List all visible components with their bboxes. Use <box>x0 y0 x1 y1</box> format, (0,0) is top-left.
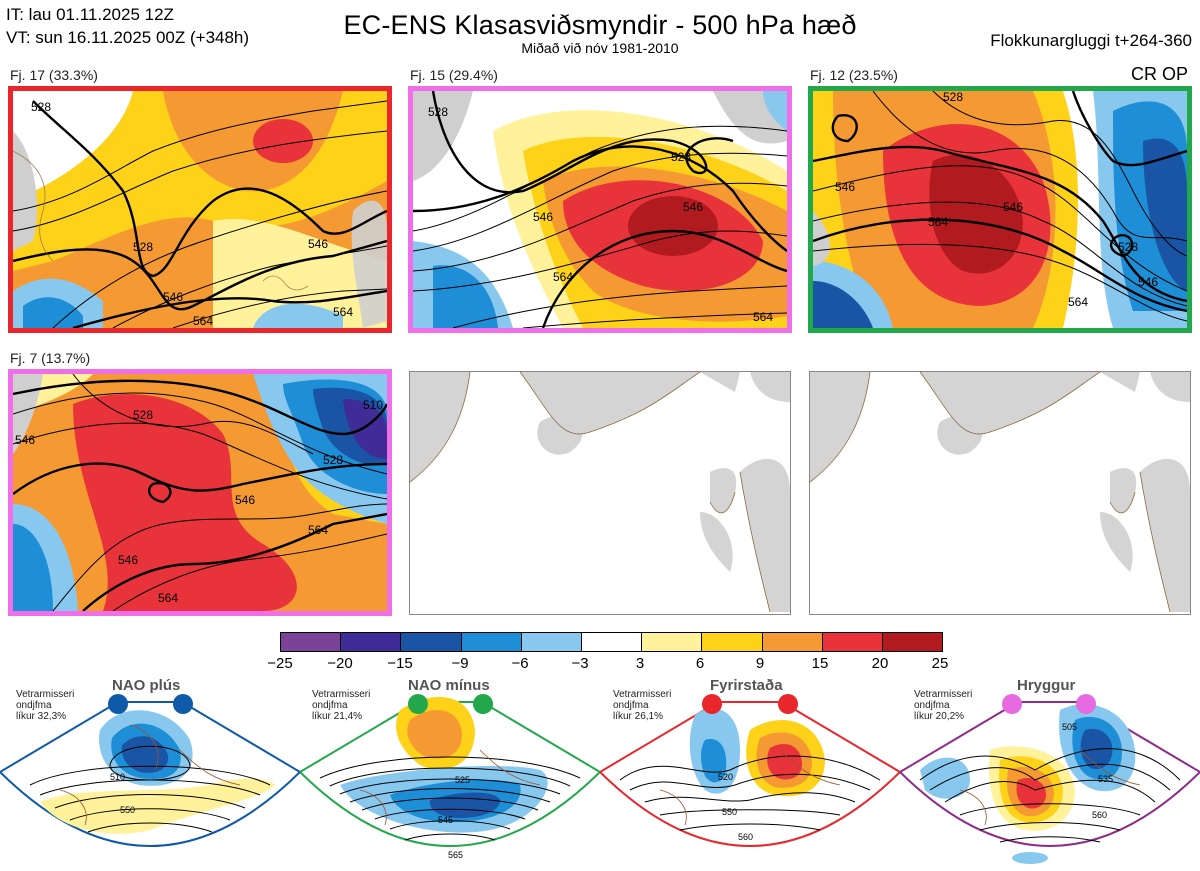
regime-contour: 535 <box>1098 774 1113 784</box>
contour-label: 546 <box>1138 275 1158 289</box>
regime-contour: 565 <box>448 850 463 860</box>
regime-contour: 550 <box>722 807 737 817</box>
colorbar-tick: 20 <box>871 655 889 672</box>
regime-contour: 550 <box>120 805 135 815</box>
regime-name-2: NAO mínus <box>408 677 490 694</box>
contour-label: 564 <box>553 270 573 284</box>
regime-note-1: Vetrarmisseri ondjfma líkur 32,3% <box>16 689 75 722</box>
colorbar-swatch <box>341 633 402 651</box>
regime-name-1: NAO plús <box>112 677 181 694</box>
regime-name-3: Fyrirstaða <box>710 677 783 694</box>
regime-marker <box>1002 694 1022 714</box>
contour-label: 546 <box>683 200 703 214</box>
cluster-map-2: 528 528 546 546 564 564 <box>408 86 792 333</box>
regime-marker <box>408 694 428 714</box>
colorbar-tick: 15 <box>811 655 829 672</box>
classification-window: Flokkunargluggi t+264-360 <box>990 31 1192 50</box>
contour-label: 546 <box>308 237 328 251</box>
colorbar-swatch <box>401 633 462 651</box>
regime-note-3: Vetrarmisseri ondjfma líkur 26,1% <box>613 689 672 722</box>
colorbar-tick: 25 <box>931 655 949 672</box>
regime-marker <box>1076 694 1096 714</box>
regime-contour: 520 <box>718 772 733 782</box>
contour-label: 528 <box>31 100 51 114</box>
contour-label: 564 <box>308 523 328 537</box>
contour-label: 528 <box>133 408 153 422</box>
valid-time: VT: sun 16.11.2025 00Z (+348h) <box>6 28 250 47</box>
contour-label: 564 <box>1068 295 1088 309</box>
panel-label-4: Fj. 7 (13.7%) <box>10 350 91 366</box>
regime-map-2: 525 545 565 <box>300 694 600 860</box>
contour-label: 528 <box>1118 240 1138 254</box>
page-title: EC-ENS Klasasviðsmyndir - 500 hPa hæð <box>343 10 857 40</box>
colorbar-tick: −15 <box>387 655 413 672</box>
empty-map-6 <box>809 371 1191 615</box>
colorbar-tick: −6 <box>511 655 529 672</box>
contour-label: 564 <box>753 310 773 324</box>
colorbar-tick: −3 <box>571 655 589 672</box>
contour-label: 564 <box>333 305 353 319</box>
cluster-map-4: 546 528 510 528 546 546 564 564 <box>8 369 392 616</box>
colorbar <box>280 632 943 652</box>
panel-label-3: Fj. 12 (23.5%) <box>810 67 898 83</box>
colorbar-swatch <box>281 633 342 651</box>
colorbar-swatch <box>581 633 643 651</box>
colorbar-tick: 6 <box>695 655 705 672</box>
contour-label: 528 <box>671 150 691 164</box>
contour-label: 546 <box>835 180 855 194</box>
contour-label: 546 <box>533 210 553 224</box>
regime-map-4: 505 535 560 <box>900 694 1200 864</box>
regime-marker <box>108 694 128 714</box>
colorbar-tick: −20 <box>327 655 353 672</box>
colorbar-swatch <box>822 633 883 651</box>
contour-label: 546 <box>235 493 255 507</box>
panel-label-2: Fj. 15 (29.4%) <box>410 67 498 83</box>
contour-label: 564 <box>158 591 178 605</box>
regime-marker <box>173 694 193 714</box>
colorbar-swatch <box>521 633 582 651</box>
empty-map-5 <box>409 371 791 615</box>
regime-map-1: 510 550 <box>0 694 300 847</box>
regime-marker <box>778 694 798 714</box>
regime-contour: 510 <box>110 772 125 782</box>
regime-contour: 560 <box>738 832 753 842</box>
regime-contour: 545 <box>438 815 453 825</box>
init-time: IT: lau 01.11.2025 12Z <box>6 5 174 24</box>
contour-label: 564 <box>928 215 948 229</box>
regime-name-4: Hryggur <box>1017 677 1076 694</box>
contour-label: 528 <box>323 453 343 467</box>
colorbar-swatch <box>762 633 823 651</box>
regime-note-2: Vetrarmisseri ondjfma líkur 21,4% <box>312 689 371 722</box>
regime-note-4: Vetrarmisseri ondjfma líkur 20,2% <box>914 689 973 722</box>
contour-label: 546 <box>1003 200 1023 214</box>
contour-label: 510 <box>363 398 383 412</box>
colorbar-tick: 9 <box>755 655 765 672</box>
panel-label-1: Fj. 17 (33.3%) <box>10 67 98 83</box>
contour-label: 546 <box>163 290 183 304</box>
colorbar-swatch <box>882 633 943 651</box>
colorbar-tick: −25 <box>267 655 293 672</box>
page-subtitle: Miðað við nóv 1981-2010 <box>521 40 679 56</box>
colorbar-tick: −9 <box>451 655 469 672</box>
contour-label: 528 <box>428 105 448 119</box>
cr-op-label: CR OP <box>1130 64 1188 84</box>
contour-label: 528 <box>133 240 153 254</box>
regime-contour: 560 <box>1092 810 1107 820</box>
regime-map-3: 520 550 560 <box>600 694 900 847</box>
cluster-map-1: 528 528 546 546 564 564 <box>8 86 392 333</box>
cluster-map-3: 528 546 546 546 564 564 528 <box>808 86 1192 333</box>
colorbar-swatch <box>642 633 703 651</box>
colorbar-tick: 3 <box>635 655 645 672</box>
contour-label: 528 <box>943 91 963 104</box>
colorbar-swatch <box>461 633 522 651</box>
contour-label: 546 <box>15 433 35 447</box>
regime-contour: 505 <box>1062 722 1077 732</box>
contour-label: 564 <box>193 314 213 328</box>
regime-marker <box>702 694 722 714</box>
colorbar-swatch <box>702 633 763 651</box>
contour-label: 546 <box>118 553 138 567</box>
regime-marker <box>473 694 493 714</box>
regime-contour: 525 <box>455 775 470 785</box>
